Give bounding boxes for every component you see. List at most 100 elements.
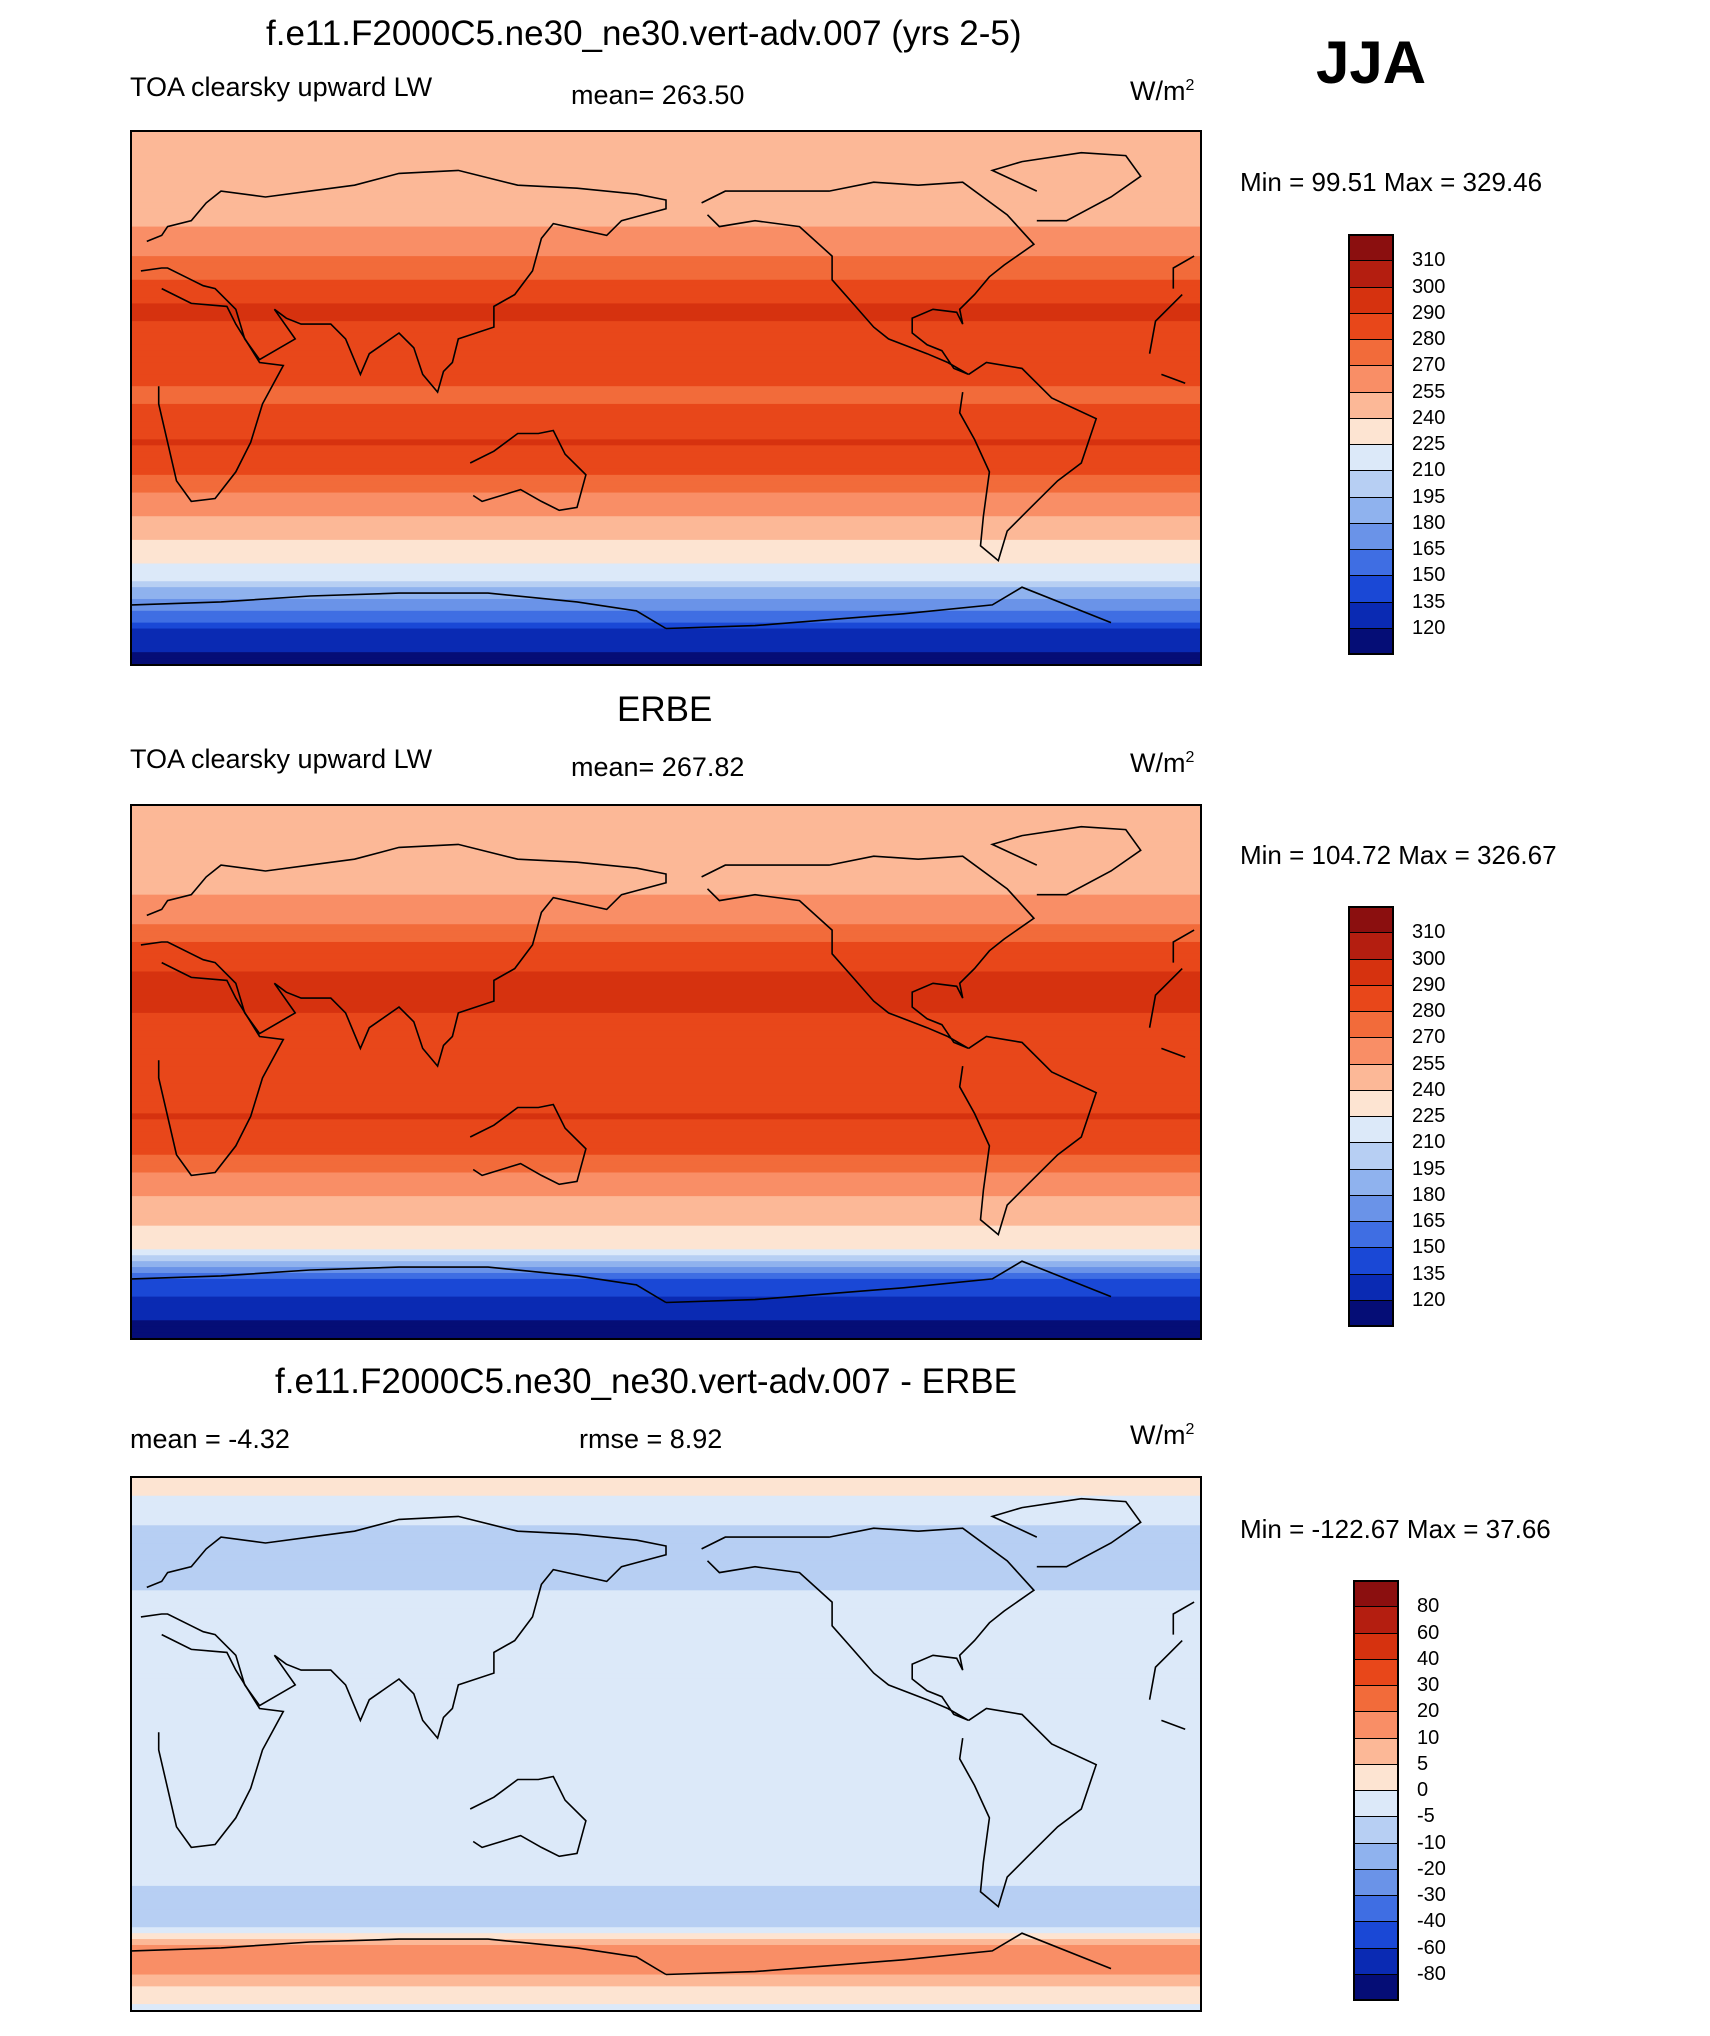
zonal-band	[132, 327, 1200, 334]
coastline-greenland	[990, 825, 1142, 896]
zonal-band	[132, 1060, 1200, 1067]
colorbar-swatch	[1348, 234, 1394, 262]
zonal-band	[132, 610, 1200, 618]
colorbar-swatch	[1348, 1116, 1394, 1144]
colorbar-swatch	[1353, 1842, 1399, 1870]
zonal-band	[132, 1237, 1200, 1245]
zonal-band	[132, 947, 1200, 955]
zonal-band	[132, 604, 1200, 612]
colorbar-tick-label: 255	[1412, 1052, 1446, 1075]
zonal-band	[132, 386, 1200, 393]
colorbar-tick-label: -30	[1417, 1884, 1446, 1906]
colorbar-swatch	[1348, 522, 1394, 550]
zonal-band	[132, 1095, 1200, 1103]
zonal-band	[132, 557, 1200, 565]
zonal-band	[132, 1820, 1200, 1828]
zonal-band	[132, 421, 1200, 429]
coastline-antarctica	[665, 1260, 1112, 1304]
zonal-band	[132, 474, 1200, 482]
colorbar-tick-label: 180	[1412, 1183, 1446, 1206]
zonal-band	[132, 332, 1200, 340]
colorbar-swatch	[1348, 1221, 1394, 1249]
zonal-band	[132, 1119, 1200, 1126]
zonal-band	[132, 238, 1200, 245]
zonal-band	[132, 1933, 1200, 1940]
colorbar-swatch	[1348, 601, 1394, 629]
zonal-band	[132, 1944, 1200, 1952]
zonal-band	[132, 551, 1200, 559]
zonal-band	[132, 522, 1200, 529]
zonal-band	[132, 936, 1200, 943]
colorbar-tick-label: 0	[1417, 1779, 1429, 1801]
zonal-band	[132, 1649, 1200, 1656]
colorbar-tick-label: 280	[1412, 1000, 1446, 1022]
zonal-band	[132, 1160, 1200, 1168]
zonal-band	[132, 350, 1200, 358]
zonal-band	[132, 356, 1200, 364]
zonal-band	[132, 1148, 1200, 1156]
zonal-band	[132, 1272, 1200, 1280]
zonal-band	[132, 1885, 1200, 1893]
zonal-band	[132, 859, 1200, 866]
colorbar-tick-label: 195	[1412, 485, 1446, 508]
season-label: JJA	[1316, 29, 1427, 96]
colorbar-tick-label: 165	[1412, 1210, 1446, 1232]
zonal-band	[132, 1083, 1200, 1091]
zonal-band	[132, 1501, 1200, 1509]
colorbar-tick-label: 290	[1412, 973, 1446, 996]
zonal-band	[132, 575, 1200, 582]
zonal-band	[132, 545, 1200, 553]
zonal-band	[132, 1602, 1200, 1609]
panel-title: f.e11.F2000C5.ne30_ne30.vert-adv.007 (yr…	[266, 14, 1022, 53]
zonal-band	[132, 510, 1200, 517]
units-label: W/m2	[1130, 1420, 1195, 1450]
colorbar: 310 300 290 280 270 255 240 225 210 195 180 165 150 1…	[1348, 234, 1478, 655]
colorbar-swatch	[1353, 1685, 1399, 1713]
map-svg	[132, 806, 1200, 1338]
map-svg	[132, 132, 1200, 664]
zonal-band	[132, 983, 1200, 990]
colorbar-swatch	[1348, 1194, 1394, 1222]
colorbar-tick-label: 120	[1412, 616, 1446, 639]
zonal-band	[132, 1696, 1200, 1704]
zonal-band	[132, 1744, 1200, 1751]
coastline-eurasia	[140, 169, 667, 394]
zonal-band	[132, 1172, 1200, 1179]
mean-label: mean= 263.50	[571, 80, 745, 110]
minmax-label: Min = 104.72 Max = 326.67	[1240, 840, 1557, 870]
colorbar-tick-label: 240	[1412, 406, 1446, 429]
colorbar-tick-label: -5	[1417, 1805, 1435, 1828]
zonal-band	[132, 1826, 1200, 1834]
colorbar-tick-label: 310	[1412, 921, 1446, 944]
zonal-band	[132, 1243, 1200, 1250]
zonal-band	[132, 1631, 1200, 1639]
coastline-samerica	[958, 1035, 1098, 1236]
zonal-band	[132, 1803, 1200, 1810]
zonal-band	[132, 1980, 1200, 1987]
colorbar-swatch	[1348, 906, 1394, 934]
zonal-band	[132, 226, 1200, 234]
colorbar-tick-label: 225	[1412, 1105, 1446, 1127]
zonal-band	[132, 439, 1200, 446]
zonal-band	[132, 1797, 1200, 1804]
colorbar: 80 60 40 30 20 10 5 0 -5 -10 -20 -30 -40 -60 -80	[1353, 1580, 1483, 2001]
zonal-band	[132, 1048, 1200, 1055]
zonal-band	[132, 1992, 1200, 1999]
map-svg	[132, 1478, 1200, 2010]
colorbar-tick-label: -80	[1417, 1962, 1446, 1985]
zonal-band	[132, 1613, 1200, 1621]
zonal-band	[132, 392, 1200, 399]
zonal-band	[132, 853, 1200, 860]
zonal-band	[132, 1066, 1200, 1073]
zonal-band	[132, 1702, 1200, 1710]
zonal-band	[132, 1619, 1200, 1627]
colorbar-tick-label: 225	[1412, 433, 1446, 455]
zonal-band	[132, 220, 1200, 228]
colorbar-tick-label: -20	[1417, 1857, 1446, 1880]
coastline-australia	[469, 1775, 587, 1858]
zonal-band	[132, 1903, 1200, 1911]
zonal-band	[132, 1584, 1200, 1591]
colorbar-swatch	[1348, 312, 1394, 340]
colorbar-tick-label: 210	[1412, 459, 1446, 482]
zonal-band	[132, 208, 1200, 216]
